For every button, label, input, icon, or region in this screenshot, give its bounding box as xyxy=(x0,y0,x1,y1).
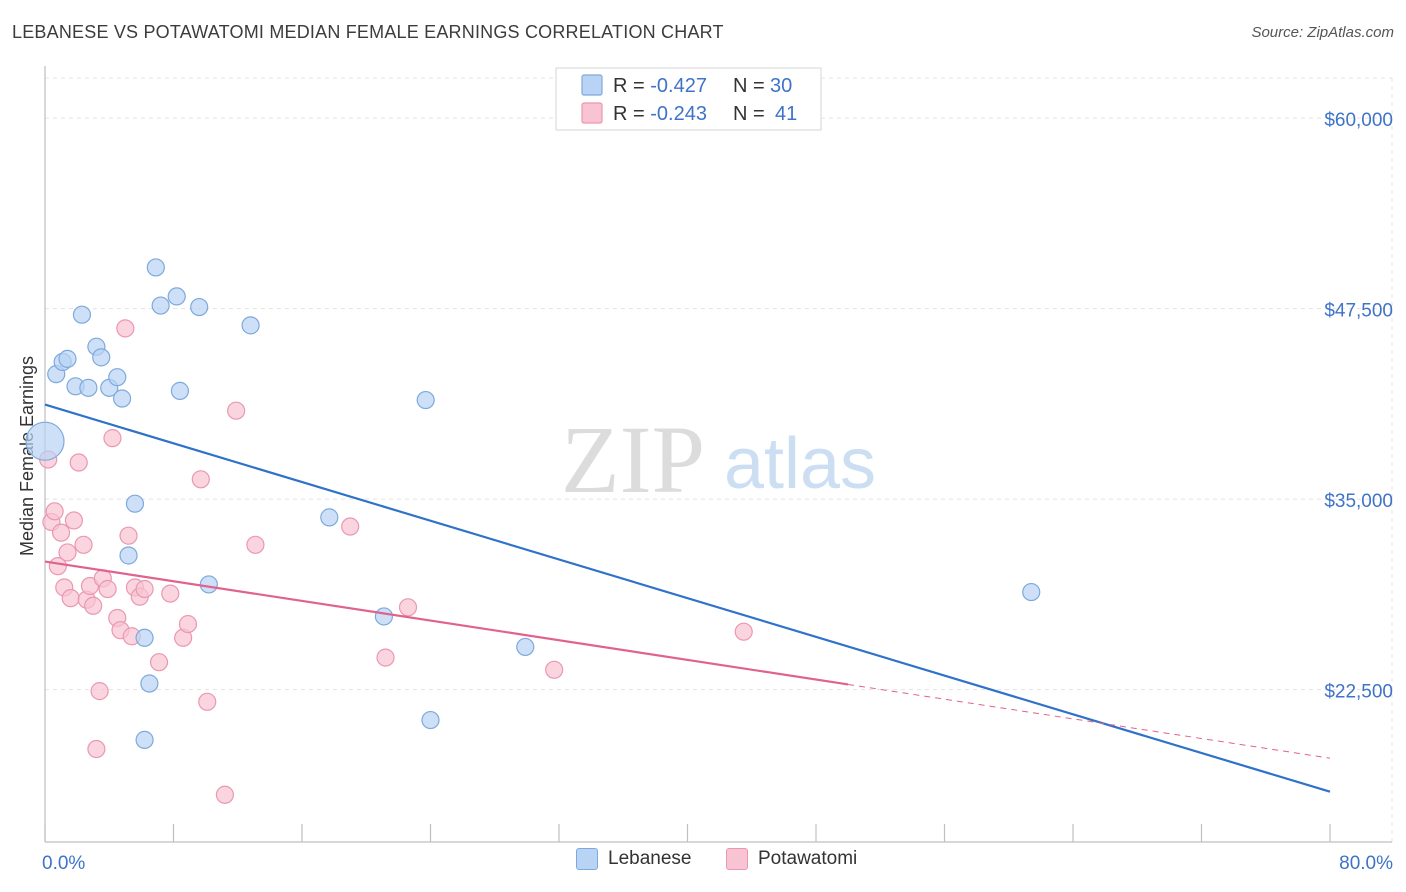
potawatomi-point-39 xyxy=(545,660,564,679)
x-tick-label-max: 80.0% xyxy=(1339,853,1393,874)
lebanese-points xyxy=(25,258,1041,749)
source-label: Source: ZipAtlas.com xyxy=(1251,24,1394,41)
potawatomi-point-37 xyxy=(376,648,395,667)
grid-lines xyxy=(45,77,1393,842)
lebanese-trend-line xyxy=(44,403,1331,793)
y-tick-label-2: $47,500 xyxy=(1324,301,1393,322)
legend-item-potawatomi[interactable]: Potawatomi xyxy=(726,848,857,870)
potawatomi-point-30 xyxy=(178,614,198,634)
potawatomi-point-6 xyxy=(58,543,77,562)
potawatomi-point-15 xyxy=(90,682,109,701)
lebanese-point-10 xyxy=(108,368,127,387)
potawatomi-point-9 xyxy=(69,453,88,472)
lebanese-point-5 xyxy=(72,305,92,324)
potawatomi-point-4 xyxy=(51,523,71,542)
potawatomi-point-36 xyxy=(341,517,360,536)
potawatomi-point-40 xyxy=(734,622,753,641)
lebanese-point-0 xyxy=(25,421,65,461)
legend-swatch-0 xyxy=(581,74,603,96)
lebanese-point-16 xyxy=(140,674,159,693)
lebanese-legend-label: Lebanese xyxy=(608,848,692,869)
potawatomi-point-14 xyxy=(87,739,106,759)
potawatomi-point-33 xyxy=(215,785,234,804)
potawatomi-point-2 xyxy=(45,502,64,521)
lebanese-point-20 xyxy=(170,381,190,400)
series-legend: Lebanese Potawatomi xyxy=(0,848,1406,880)
legend-n-0: N = 30 xyxy=(733,75,792,97)
axes xyxy=(44,66,1392,843)
lebanese-point-25 xyxy=(374,607,394,626)
potawatomi-point-28 xyxy=(161,584,180,603)
lebanese-point-18 xyxy=(151,296,170,315)
potawatomi-point-34 xyxy=(227,401,246,420)
potawatomi-trend-extension xyxy=(848,683,1331,759)
potawatomi-legend-label: Potawatomi xyxy=(758,848,858,869)
x-tick-label-min: 0.0% xyxy=(42,853,85,874)
legend-item-lebanese[interactable]: Lebanese xyxy=(576,848,691,870)
lebanese-point-22 xyxy=(199,575,218,594)
lebanese-swatch xyxy=(576,848,598,870)
lebanese-point-13 xyxy=(125,494,145,513)
potawatomi-point-17 xyxy=(98,579,117,599)
lebanese-point-17 xyxy=(146,258,165,277)
potawatomi-point-38 xyxy=(398,598,418,617)
potawatomi-point-7 xyxy=(61,589,80,608)
legend-row-1: R = -0.243 xyxy=(613,103,707,125)
potawatomi-point-18 xyxy=(103,429,122,448)
y-tick-labels: $22,500 $35,000 $47,500 $60,000 xyxy=(1324,110,1393,703)
legend-swatch-1 xyxy=(581,102,603,124)
potawatomi-point-13 xyxy=(84,596,103,615)
legend-n-1: N = 41 xyxy=(733,103,797,125)
lebanese-point-3 xyxy=(58,349,77,368)
lebanese-point-6 xyxy=(79,378,98,397)
watermark-zip: ZIP xyxy=(561,406,705,513)
potawatomi-points xyxy=(39,319,753,804)
y-axis-label: Median Female Earnings xyxy=(17,356,37,556)
lebanese-point-26 xyxy=(416,390,435,410)
potawatomi-point-8 xyxy=(64,511,84,530)
y-tick-label-3: $60,000 xyxy=(1324,110,1393,131)
lebanese-point-23 xyxy=(241,316,260,335)
lebanese-point-29 xyxy=(1022,582,1041,602)
lebanese-point-8 xyxy=(92,348,111,367)
potawatomi-point-32 xyxy=(198,692,217,711)
lebanese-point-14 xyxy=(135,628,154,647)
potawatomi-swatch xyxy=(726,848,748,870)
watermark: ZIP atlas xyxy=(561,406,876,513)
watermark-atlas: atlas xyxy=(724,424,876,504)
lebanese-point-15 xyxy=(135,730,154,749)
potawatomi-point-31 xyxy=(191,470,210,489)
lebanese-point-21 xyxy=(190,297,209,317)
potawatomi-point-21 xyxy=(116,319,135,338)
potawatomi-trend-line xyxy=(44,560,849,686)
potawatomi-point-27 xyxy=(149,653,169,672)
lebanese-point-27 xyxy=(421,710,440,730)
lebanese-point-28 xyxy=(516,637,535,657)
lebanese-point-12 xyxy=(119,546,138,565)
potawatomi-point-26 xyxy=(135,579,154,599)
potawatomi-point-35 xyxy=(246,535,265,554)
y-tick-label-1: $35,000 xyxy=(1324,491,1393,512)
x-tick-labels: 0.0% 80.0% xyxy=(42,853,1393,874)
lebanese-point-11 xyxy=(112,389,132,408)
lebanese-point-19 xyxy=(167,287,186,306)
legend-row-0: R = -0.427 xyxy=(613,75,707,97)
y-tick-label-0: $22,500 xyxy=(1324,682,1393,703)
potawatomi-point-10 xyxy=(74,535,93,554)
potawatomi-point-22 xyxy=(119,526,138,545)
correlation-legend: R = -0.427 N = 30 R = -0.243 N = 41 xyxy=(555,67,822,131)
lebanese-point-24 xyxy=(320,508,339,527)
trend-lines xyxy=(44,403,1331,793)
chart-title: LEBANESE VS POTAWATOMI MEDIAN FEMALE EAR… xyxy=(12,22,724,42)
